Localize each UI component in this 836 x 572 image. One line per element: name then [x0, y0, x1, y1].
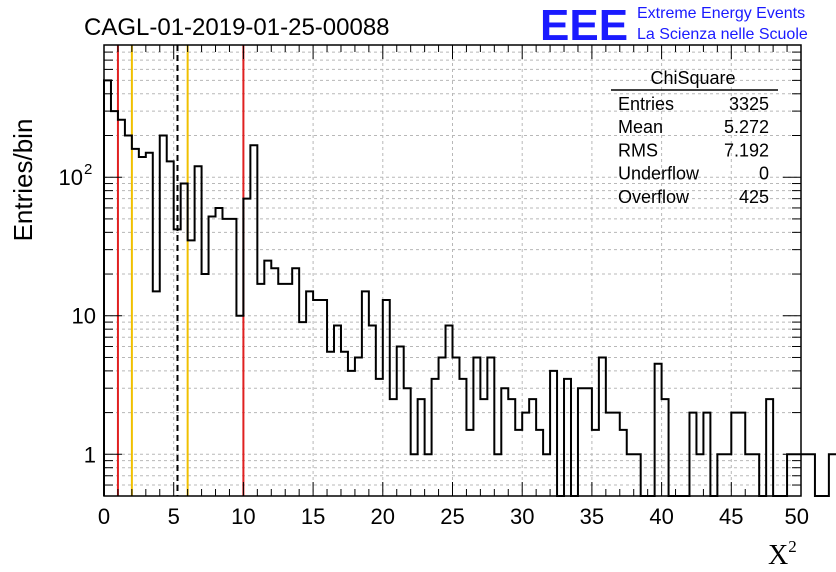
x-tick-label: 35	[580, 504, 604, 529]
stats-label: Overflow	[618, 187, 690, 207]
x-tick-label: 5	[168, 504, 180, 529]
x-tick-label: 50	[785, 504, 809, 529]
x-axis-label: X2	[768, 537, 797, 571]
y-tick-label-exponent: 2	[84, 161, 92, 178]
stats-value: 0	[759, 164, 769, 184]
stats-box-title: ChiSquare	[650, 68, 735, 88]
stats-value: 3325	[729, 94, 769, 114]
eee-logo: EEE Extreme Energy Events La Scienza nel…	[540, 1, 808, 50]
chart-title: CAGL-01-2019-01-25-00088	[84, 14, 390, 41]
stats-label: Underflow	[618, 164, 700, 184]
stats-label: RMS	[618, 140, 658, 160]
stats-value: 7.192	[724, 140, 769, 160]
logo-line-1: Extreme Energy Events	[637, 5, 805, 22]
x-axis-label-main: X	[768, 540, 788, 571]
stats-label: Mean	[618, 117, 663, 137]
logo-mark: EEE	[540, 1, 628, 50]
y-tick-label: 1	[84, 442, 96, 467]
stats-rows: Entries 3325 Mean 5.272 RMS 7.192 Underflow 0 Ov…	[618, 94, 769, 207]
x-tick-label: 45	[719, 504, 743, 529]
x-tick-label: 15	[301, 504, 325, 529]
axis-ticks	[103, 45, 802, 496]
x-tick-label: 40	[649, 504, 673, 529]
x-tick-label: 10	[231, 504, 255, 529]
x-tick-label: 20	[371, 504, 395, 529]
x-tick-label: 0	[98, 504, 110, 529]
grid	[104, 45, 801, 496]
stats-value: 5.272	[724, 117, 769, 137]
stats-box: ChiSquare Entries 3325 Mean 5.272 RMS 7.192 Un…	[611, 68, 778, 207]
stats-label: Entries	[618, 94, 674, 114]
x-tick-label: 30	[510, 504, 534, 529]
stats-value: 425	[739, 187, 769, 207]
logo-line-2: La Scienza nelle Scuole	[637, 26, 808, 43]
x-tick-labels: 0 5 10 15 20 25 30 35 40 45 50	[98, 504, 809, 529]
reference-lines	[116, 45, 245, 496]
x-axis-label-sup: 2	[788, 537, 797, 556]
y-axis-label: Entries/bin	[8, 119, 38, 242]
histogram-series	[103, 79, 836, 497]
y-tick-label: 10	[59, 165, 83, 190]
y-tick-label: 10	[72, 304, 96, 329]
x-tick-label: 25	[440, 504, 464, 529]
